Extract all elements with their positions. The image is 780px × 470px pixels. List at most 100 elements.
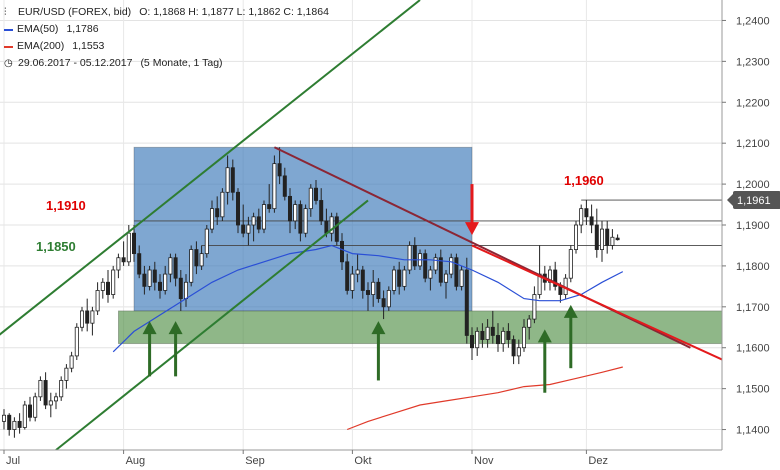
- candle-body: [183, 281, 188, 300]
- candle: [391, 265, 396, 295]
- candle: [475, 327, 480, 356]
- candle: [152, 261, 157, 291]
- candle: [506, 323, 511, 348]
- channel-upper-trendline: [0, 0, 421, 336]
- ema200-label: EMA(200): [17, 40, 65, 52]
- candle-body: [527, 318, 532, 328]
- y-tick-label: 1,2000: [736, 179, 770, 191]
- chart-legend: ⫶ EUR/USD (FOREX, bid) O: 1,1868 H: 1,18…: [4, 4, 329, 72]
- candle-body: [287, 195, 292, 222]
- candle: [527, 315, 532, 340]
- candle: [589, 204, 594, 234]
- candle-body: [423, 253, 428, 279]
- candle-body: [64, 367, 69, 381]
- candle: [106, 270, 111, 303]
- candle: [407, 241, 412, 275]
- candle: [48, 392, 53, 418]
- candle: [246, 216, 251, 246]
- candle-body: [116, 257, 121, 271]
- x-tick-label: Nov: [474, 455, 494, 467]
- candle-body: [277, 163, 282, 177]
- candle: [33, 392, 38, 422]
- candle-body: [235, 191, 240, 226]
- candle-body: [178, 277, 183, 300]
- candle-chart-icon: ⫶: [4, 7, 7, 18]
- candle-body: [106, 281, 111, 295]
- candle-body: [293, 204, 298, 222]
- candle-body: [137, 253, 142, 275]
- up-arrow: [142, 321, 157, 377]
- candle: [22, 400, 27, 430]
- candle: [313, 180, 318, 205]
- candle: [371, 270, 376, 307]
- candle: [574, 220, 579, 254]
- candle: [511, 335, 516, 365]
- candle: [220, 188, 225, 221]
- candle-body: [469, 335, 474, 349]
- candle-body: [371, 281, 376, 295]
- candle-body: [163, 273, 168, 291]
- candle-body: [339, 240, 344, 263]
- candle: [469, 327, 474, 360]
- candle: [376, 278, 381, 303]
- candle: [251, 212, 256, 242]
- legend-ema200-row[interactable]: EMA(200) 1,1553: [4, 38, 329, 55]
- candle-body: [85, 310, 90, 324]
- candle-body: [319, 200, 324, 222]
- candle: [157, 274, 162, 299]
- candle-body: [412, 245, 417, 267]
- candle-body: [54, 396, 59, 402]
- candle: [2, 409, 7, 430]
- candle-body: [69, 355, 74, 369]
- candle-body: [574, 224, 579, 250]
- candle-body: [111, 269, 116, 295]
- candle-body: [256, 216, 261, 230]
- arrow-head: [168, 321, 183, 335]
- candle-body: [80, 310, 85, 328]
- candle-body: [475, 330, 480, 349]
- candle: [464, 257, 469, 344]
- downtrend-red-trendline: [471, 244, 733, 366]
- ema-lines: [112, 244, 624, 431]
- candle-body: [548, 269, 553, 283]
- candle: [568, 245, 573, 283]
- candle-body: [558, 285, 563, 295]
- candle: [85, 298, 90, 332]
- candle-body: [454, 257, 459, 287]
- candle-body: [261, 204, 266, 230]
- candle-body: [438, 257, 443, 283]
- candle-body: [449, 257, 454, 275]
- candle-body: [74, 326, 79, 357]
- candle-body: [2, 414, 7, 422]
- candle-body: [605, 228, 610, 246]
- candle-body: [428, 269, 433, 279]
- candle-body: [402, 269, 407, 287]
- candle-body: [324, 220, 329, 234]
- candle: [54, 392, 59, 410]
- candle: [74, 323, 79, 360]
- candle-body: [189, 249, 194, 283]
- legend-ema50-row[interactable]: EMA(50) 1,1786: [4, 21, 329, 38]
- up-arrow: [537, 329, 552, 393]
- candle: [95, 282, 100, 315]
- candle: [485, 319, 490, 348]
- candle: [163, 265, 168, 295]
- x-tick-label: Sep: [245, 455, 265, 467]
- candle: [69, 351, 74, 373]
- level-annotation: 1,1910: [46, 198, 86, 213]
- candle-body: [480, 330, 485, 340]
- candle: [522, 319, 527, 352]
- candle-body: [360, 269, 365, 291]
- candle-body: [33, 396, 38, 418]
- candle: [59, 376, 64, 401]
- candle: [131, 225, 136, 262]
- trend-lines: [0, 0, 733, 451]
- candle-body: [495, 335, 500, 345]
- legend-instrument-row: ⫶ EUR/USD (FOREX, bid) O: 1,1868 H: 1,18…: [4, 4, 329, 21]
- candle: [241, 204, 246, 238]
- candle-body: [298, 204, 303, 234]
- y-tick-label: 1,2100: [736, 138, 770, 150]
- candle: [443, 270, 448, 299]
- legend-range-row: ◷ 29.06.2017 - 05.12.2017 (5 Monate, 1 T…: [4, 55, 329, 72]
